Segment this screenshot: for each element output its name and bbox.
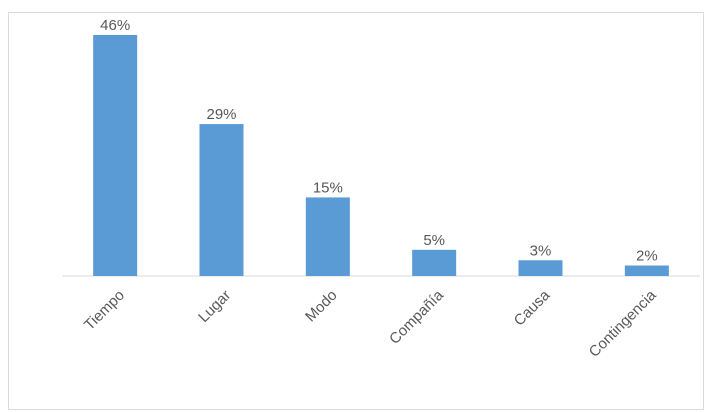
bars-group bbox=[93, 35, 669, 276]
x-tick-label-5: Contingencia bbox=[586, 286, 660, 360]
x-tick-label-3: Compañía bbox=[386, 286, 447, 347]
data-label-2: 15% bbox=[313, 179, 343, 196]
data-labels-group: 46% 29% 15% 5% 3% 2% bbox=[100, 17, 658, 265]
bar-1 bbox=[199, 124, 244, 276]
x-tick-label-1: Lugar bbox=[195, 287, 234, 326]
x-tick-label-0: Tiempo bbox=[81, 287, 128, 334]
data-label-4: 3% bbox=[530, 242, 552, 259]
data-label-1: 29% bbox=[206, 106, 236, 123]
data-label-3: 5% bbox=[423, 232, 445, 249]
data-label-0: 46% bbox=[100, 17, 130, 34]
x-tick-label-4: Causa bbox=[511, 286, 554, 329]
bar-4 bbox=[518, 260, 563, 276]
bar-0 bbox=[93, 35, 138, 276]
x-tick-label-2: Modo bbox=[302, 287, 341, 326]
data-label-5: 2% bbox=[636, 248, 658, 265]
bar-3 bbox=[412, 249, 457, 276]
x-tick-labels-group: Tiempo Lugar Modo Compañía Causa Contingencia bbox=[81, 286, 660, 360]
bar-5 bbox=[624, 265, 669, 276]
bar-2 bbox=[305, 197, 350, 276]
